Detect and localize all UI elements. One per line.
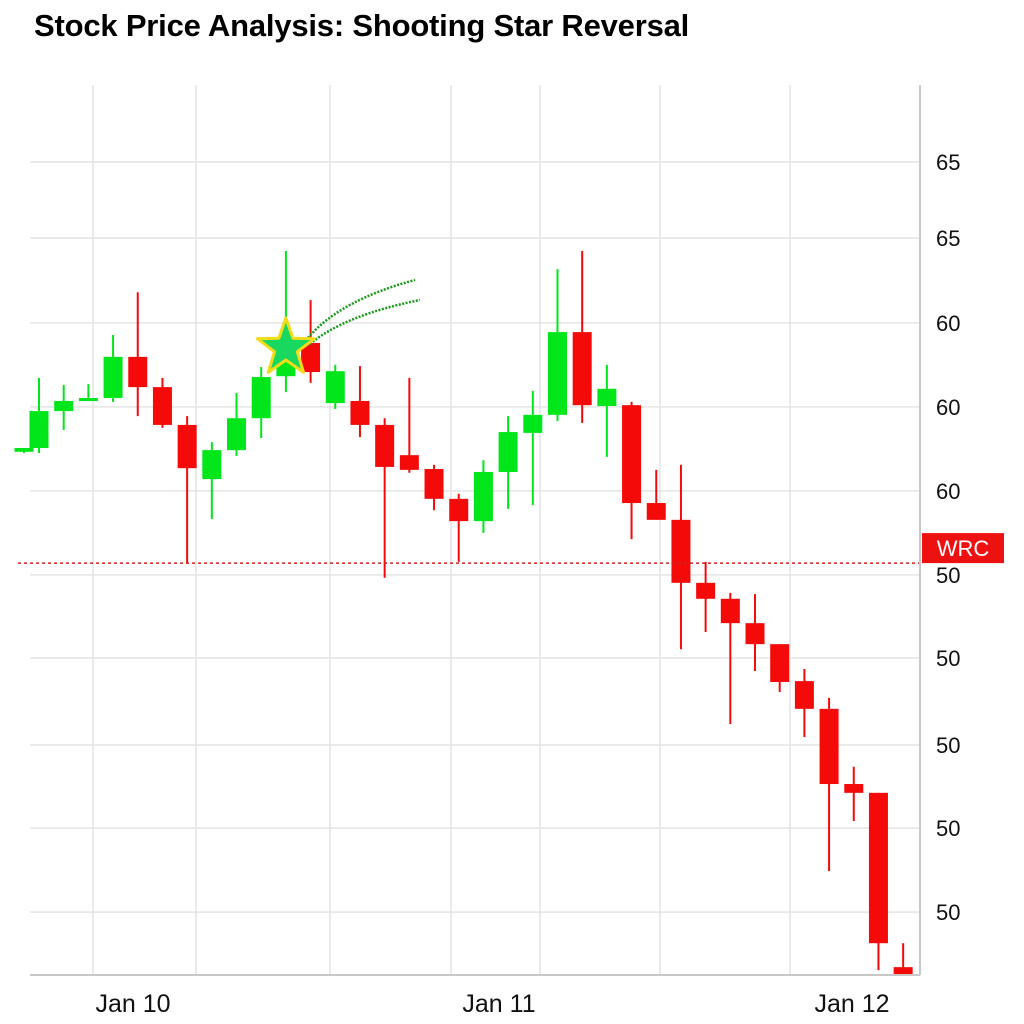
candle-body — [622, 405, 642, 504]
candle — [14, 448, 34, 454]
candle — [78, 384, 98, 402]
candle — [449, 493, 469, 562]
candle-body — [547, 332, 567, 415]
chart-title: Stock Price Analysis: Shooting Star Reve… — [34, 8, 690, 43]
candle-body — [473, 471, 493, 522]
candle-body — [301, 343, 321, 372]
candle — [745, 594, 765, 672]
axes: 65 65 60 60 60 50 50 50 50 50 Jan 10 Jan 11 Jan 12 — [30, 85, 960, 1018]
candle-body — [523, 414, 543, 433]
shooting-star-trail — [309, 298, 421, 345]
candle-body — [78, 398, 98, 402]
candle — [868, 792, 888, 971]
candle-body — [152, 387, 172, 425]
candle-body — [498, 432, 518, 472]
candle-body — [696, 582, 716, 599]
candle — [646, 469, 666, 520]
candle — [572, 251, 592, 423]
candle-body — [29, 411, 49, 449]
candle — [696, 561, 716, 632]
candle — [622, 401, 642, 540]
candle-body — [893, 967, 913, 976]
y-tick-label: 50 — [936, 816, 960, 841]
candle-body — [671, 519, 691, 583]
y-tick-label: 50 — [936, 733, 960, 758]
candle-body — [103, 356, 123, 399]
candle-body — [794, 681, 814, 709]
candle — [375, 418, 395, 578]
candle — [251, 366, 271, 438]
candle — [29, 377, 49, 454]
candle — [671, 464, 691, 650]
candle-body — [745, 623, 765, 645]
annotations: WRC — [18, 278, 1004, 564]
candle — [325, 364, 345, 409]
candle — [54, 385, 74, 430]
candle-body — [597, 388, 617, 407]
candle-body — [54, 400, 74, 412]
support-level-label: WRC — [937, 536, 990, 561]
candle — [597, 364, 617, 457]
y-tick-label: 65 — [936, 150, 960, 175]
candle — [202, 442, 222, 519]
y-tick-label: 50 — [936, 563, 960, 588]
candle-body — [227, 418, 247, 451]
candle-body — [399, 455, 419, 470]
candle — [819, 697, 839, 871]
candle-body — [251, 377, 271, 419]
candle-body — [350, 400, 370, 425]
y-tick-label: 65 — [936, 226, 960, 251]
y-tick-label: 60 — [936, 311, 960, 336]
candle — [893, 943, 913, 976]
candle-body — [375, 424, 395, 467]
candle — [844, 766, 864, 821]
candle — [523, 390, 543, 506]
grid — [30, 85, 920, 975]
candle — [547, 269, 567, 422]
y-tick-label: 50 — [936, 900, 960, 925]
candle — [128, 292, 148, 417]
candle-body — [844, 784, 864, 793]
candle — [399, 377, 419, 473]
candle — [498, 416, 518, 509]
candle — [227, 393, 247, 456]
candle — [794, 668, 814, 737]
support-level-badge — [922, 533, 1004, 564]
shooting-star-icon — [255, 316, 316, 374]
candle-body — [770, 644, 790, 682]
candle — [103, 335, 123, 402]
candle — [424, 464, 444, 511]
x-tick-label: Jan 11 — [462, 990, 535, 1018]
y-tick-label: 50 — [936, 646, 960, 671]
candle-body — [868, 792, 888, 944]
candle-body — [819, 708, 839, 785]
y-tick-label: 60 — [936, 395, 960, 420]
candle-body — [202, 450, 222, 480]
candle — [350, 366, 370, 438]
candle-body — [572, 332, 592, 406]
shooting-star-trail — [306, 278, 416, 339]
candles — [14, 251, 913, 976]
x-tick-label: Jan 12 — [814, 990, 889, 1018]
candle-body — [449, 498, 469, 522]
candle-body — [720, 598, 740, 624]
candle-body — [646, 503, 666, 520]
candle-body — [128, 356, 148, 388]
candle-body — [14, 448, 34, 452]
candle — [473, 460, 493, 533]
x-tick-label: Jan 10 — [95, 990, 170, 1018]
y-tick-label: 60 — [936, 479, 960, 504]
candle-body — [177, 424, 197, 469]
candle — [152, 377, 172, 428]
candle — [770, 644, 790, 693]
candle-body — [325, 371, 345, 404]
candle — [177, 416, 197, 564]
candle — [720, 592, 740, 724]
candle-body — [424, 469, 444, 499]
